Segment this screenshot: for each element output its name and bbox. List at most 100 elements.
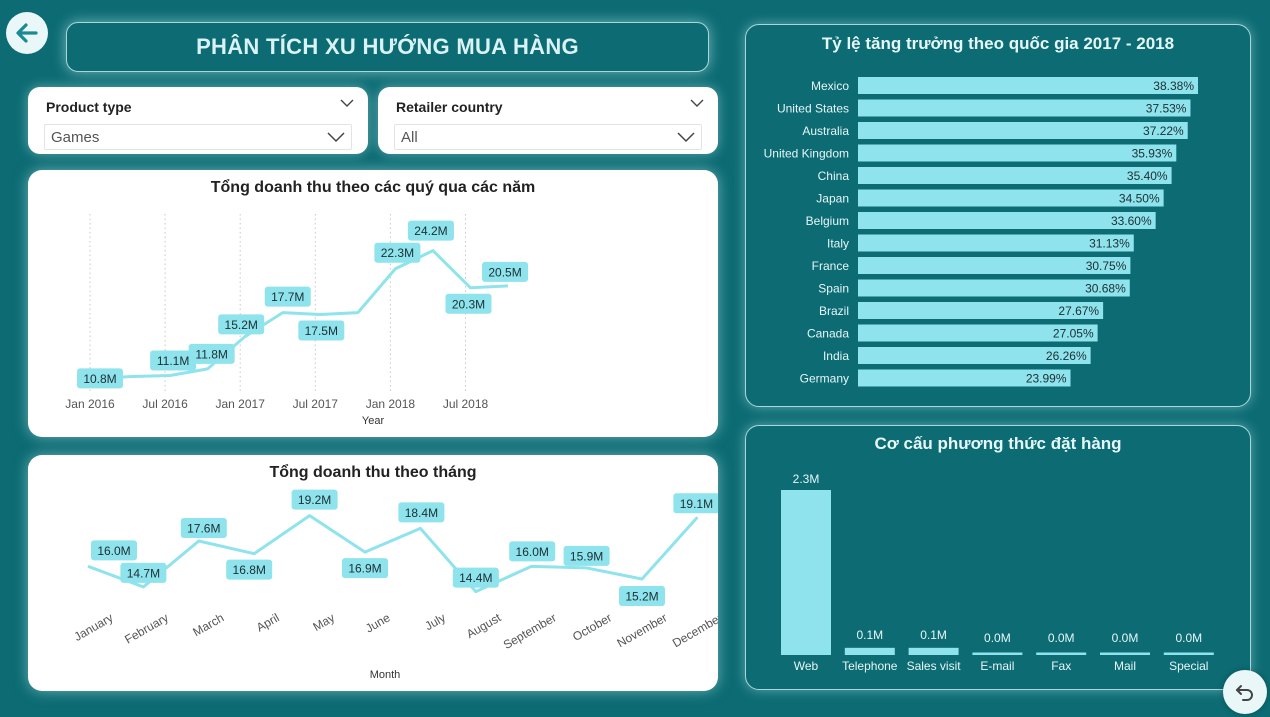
data-label-bg [188,343,235,364]
data-label: 27.67% [1058,304,1099,318]
data-label: 11.8M [195,347,227,361]
data-label-bg [77,368,123,389]
bar [858,122,1188,139]
slicer-value: All [401,129,418,146]
bar [781,490,831,655]
bar [858,144,1177,162]
bar [844,647,895,655]
data-label: 35.93% [1132,147,1173,161]
chevron-down-icon[interactable] [327,130,345,144]
monthly-revenue-chart: 16.0M January 14.7M February 17.6M March 16.8M… [72,489,718,681]
category-label: Canada [807,327,849,341]
data-label: 30.68% [1085,282,1126,296]
category-label: Telephone [842,659,898,673]
data-label: 35.40% [1127,169,1168,183]
product-type-dropdown[interactable]: Games [44,124,352,150]
data-label-bg [398,502,445,523]
slicer-label: Product type [46,99,132,115]
data-label: 20.3M [452,297,485,311]
data-label: 2.3M [793,472,820,486]
bar [858,167,1172,184]
bar [972,652,1023,655]
x-tick-label: January [72,610,116,643]
chart-title: Tổng doanh thu theo tháng [269,464,477,481]
data-label: 26.26% [1046,349,1087,363]
data-label-bg [407,220,454,241]
category-label: Brazil [819,304,849,318]
data-label: 17.7M [271,290,304,304]
data-label-bg [298,320,345,341]
data-label-bg [342,558,388,579]
data-label-bg [120,562,167,583]
bar [858,189,1164,207]
bar [858,279,1130,297]
category-label: Italy [827,237,849,251]
category-label: United States [777,102,849,116]
data-label: 17.5M [305,324,338,338]
x-tick-label: Jan 2018 [366,397,416,411]
data-label-bg [619,586,665,606]
data-label: 15.2M [225,318,258,332]
bar [858,369,1071,387]
x-tick-label: Jul 2018 [443,397,489,411]
reset-button[interactable] [1223,670,1267,714]
category-label: E-mail [980,659,1014,673]
data-label: 0.0M [1112,631,1139,645]
x-axis-title: Month [370,669,401,681]
x-tick-label: Jul 2016 [142,397,188,411]
data-label: 30.75% [1086,259,1127,273]
bar [858,99,1191,117]
quarterly-revenue-card: Tổng doanh thu theo các quý qua các năm … [28,170,718,437]
retailer-country-dropdown[interactable]: All [394,124,702,150]
order-method-panel: Cơ cấu phương thức đặt hàng 2.3M Web 0.1M T… [745,425,1251,690]
category-label: Belgium [806,214,849,228]
data-label: 16.9M [348,562,381,576]
data-label: 11.1M [157,354,189,368]
category-label: Japan [816,192,849,206]
data-label: 27.05% [1053,327,1094,341]
x-tick-label: May [310,610,337,633]
data-label-bg [482,261,529,282]
data-label-bg [673,493,718,514]
data-label: 15.9M [570,549,603,563]
x-tick-label: Jan 2016 [65,397,115,411]
data-label: 16.8M [233,563,266,577]
data-label-bg [264,286,311,307]
data-label: 22.3M [381,246,414,260]
data-label: 34.50% [1119,192,1160,206]
x-tick-label: March [190,610,226,639]
bar [908,647,959,655]
series-line [87,514,699,594]
undo-icon [1236,685,1253,701]
data-label-bg [374,242,421,263]
data-label: 17.6M [187,522,220,536]
product-type-slicer[interactable]: Product type Games [28,87,368,154]
quarterly-revenue-chart: Jan 2016 Jul 2016 Jan 2017 Jul 2017 Jan 2018… [65,214,529,427]
x-tick-label: December [670,610,718,650]
data-label: 15.2M [625,590,658,604]
category-label: Spain [818,282,849,296]
data-label-bg [91,540,137,561]
data-label: 14.4M [459,571,492,585]
chevron-down-icon[interactable] [340,98,354,108]
data-label-bg [226,559,273,580]
page-title-box: PHÂN TÍCH XU HƯỚNG MUA HÀNG [66,22,709,72]
data-label: 38.38% [1153,79,1194,93]
data-label: 0.1M [920,628,947,642]
x-tick-label: October [570,610,614,643]
data-label: 31.13% [1089,237,1130,251]
chart-title: Tỷ lệ tăng trưởng theo quốc gia 2017 - 2… [821,34,1175,53]
chevron-down-icon[interactable] [677,130,695,144]
bar [1163,652,1214,655]
series-line [94,249,509,380]
data-label: 0.0M [984,631,1011,645]
chevron-down-icon[interactable] [690,98,704,108]
monthly-revenue-card: Tổng doanh thu theo tháng 16.0M January 14… [28,455,718,691]
data-label: 0.0M [1048,631,1075,645]
data-label: 10.8M [83,372,116,386]
x-tick-label: April [254,610,282,634]
x-axis-title: Year [362,415,385,427]
bar [858,347,1091,364]
retailer-country-slicer[interactable]: Retailer country All [378,87,718,154]
back-button[interactable] [6,12,48,54]
